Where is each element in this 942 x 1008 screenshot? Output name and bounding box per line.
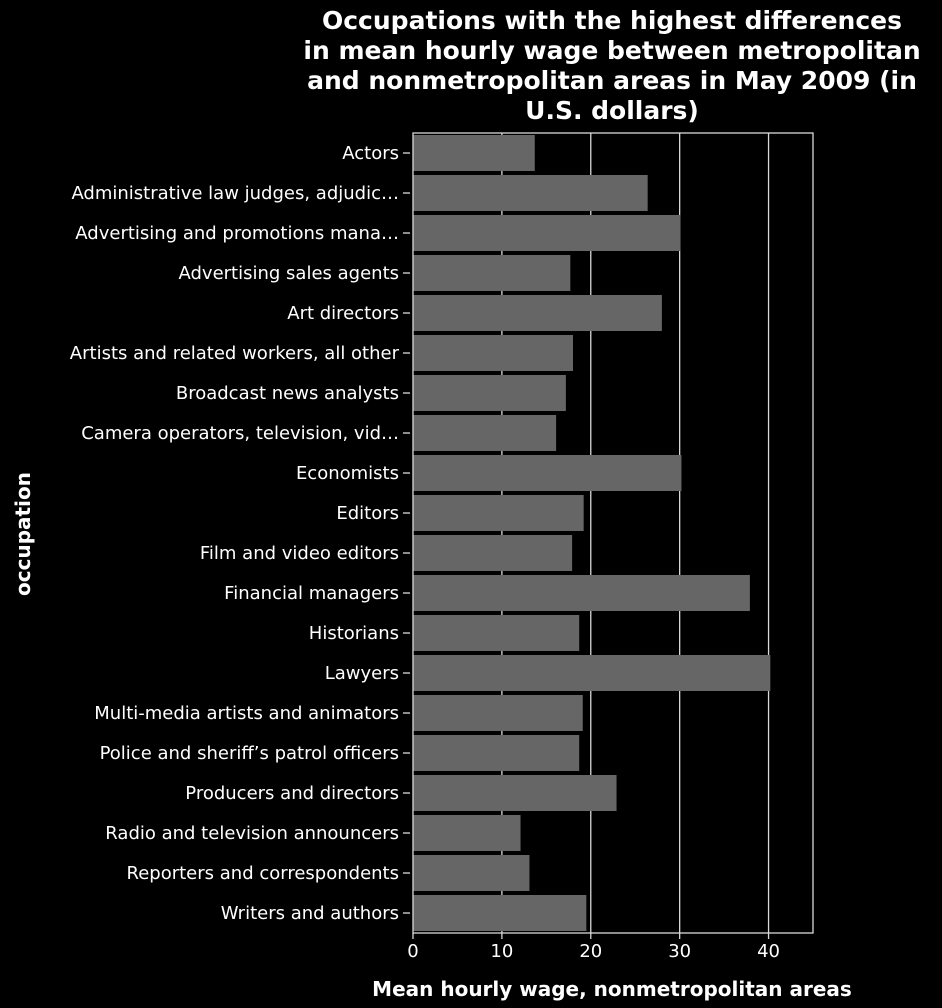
y-tick-label: Lawyers bbox=[325, 663, 399, 684]
x-tick-label: 10 bbox=[490, 941, 513, 962]
bar bbox=[413, 295, 662, 331]
y-tick-label: Producers and directors bbox=[185, 783, 399, 804]
bar bbox=[413, 815, 521, 851]
bar bbox=[413, 615, 580, 651]
bar bbox=[413, 775, 617, 811]
y-tick-label: Multi-media artists and animators bbox=[94, 703, 399, 724]
y-tick-label: Camera operators, television, vid… bbox=[81, 423, 399, 444]
chart-title-line: U.S. dollars) bbox=[525, 96, 699, 125]
x-tick-label: 20 bbox=[579, 941, 602, 962]
y-axis: Actors Administrative law judges, adjudic… bbox=[70, 143, 410, 924]
bar bbox=[413, 175, 648, 211]
chart-title-line: in mean hourly wage between metropolitan bbox=[303, 36, 920, 65]
bar bbox=[413, 375, 566, 411]
y-tick-label: Artists and related workers, all other bbox=[70, 343, 400, 364]
bar bbox=[413, 535, 573, 571]
y-tick-label: Advertising sales agents bbox=[179, 263, 400, 284]
grid-lines bbox=[501, 133, 770, 933]
y-tick-label: Film and video editors bbox=[200, 543, 399, 564]
x-tick-label: 40 bbox=[757, 941, 780, 962]
x-tick-label: 30 bbox=[668, 941, 691, 962]
y-axis-title: occupation bbox=[11, 472, 35, 596]
bar bbox=[413, 655, 771, 691]
y-tick-label: Writers and authors bbox=[221, 903, 399, 924]
y-tick-label: Editors bbox=[336, 503, 399, 524]
bar bbox=[413, 455, 682, 491]
bar bbox=[413, 735, 580, 771]
y-tick-label: Economists bbox=[296, 463, 399, 484]
y-tick-label: Broadcast news analysts bbox=[176, 383, 399, 404]
x-axis: 0 10 20 30 40 bbox=[407, 933, 780, 962]
y-tick-label: Radio and television announcers bbox=[105, 823, 399, 844]
bar bbox=[413, 495, 584, 531]
bars bbox=[413, 135, 771, 931]
chart-title-line: and nonmetropolitan areas in May 2009 (i… bbox=[307, 66, 917, 95]
x-axis-title: Mean hourly wage, nonmetropolitan areas bbox=[372, 977, 852, 1001]
plot-frame bbox=[412, 132, 814, 934]
bar bbox=[413, 855, 530, 891]
y-tick-label: Actors bbox=[342, 143, 399, 164]
bar bbox=[413, 335, 573, 371]
x-tick-label: 0 bbox=[407, 941, 418, 962]
bar bbox=[413, 575, 750, 611]
chart-title-line: Occupations with the highest differences bbox=[322, 6, 902, 35]
chart-title: Occupations with the highest differences… bbox=[303, 6, 920, 125]
y-tick-label: Reporters and correspondents bbox=[127, 863, 399, 884]
bar bbox=[413, 695, 583, 731]
bar bbox=[413, 415, 557, 451]
bar bbox=[413, 215, 681, 251]
bar bbox=[413, 255, 571, 291]
y-tick-label: Financial managers bbox=[224, 583, 399, 604]
y-tick-label: Historians bbox=[309, 623, 399, 644]
y-tick-label: Advertising and promotions mana… bbox=[75, 223, 399, 244]
y-tick-label: Administrative law judges, adjudic… bbox=[71, 183, 399, 204]
bar bbox=[413, 135, 535, 171]
y-tick-label: Art directors bbox=[287, 303, 399, 324]
y-tick-label: Police and sheriff’s patrol officers bbox=[100, 743, 399, 764]
bar bbox=[413, 895, 587, 931]
